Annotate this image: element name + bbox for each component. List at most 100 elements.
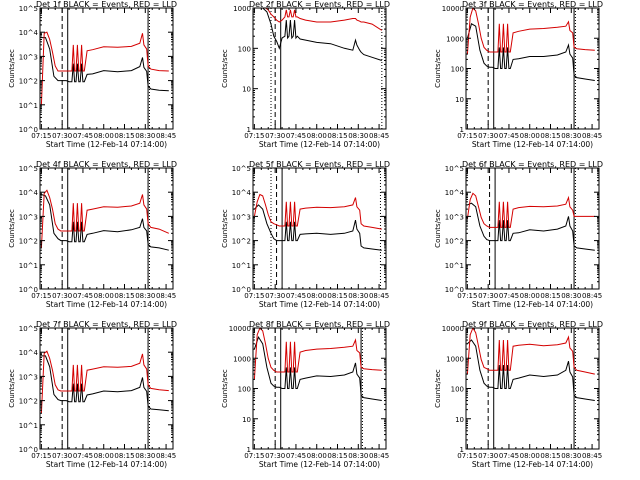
x-tick-label: 07:15 xyxy=(457,292,477,300)
y-tick-label: 10^0 xyxy=(232,286,251,294)
x-tick-label: 07:30 xyxy=(52,292,72,300)
x-axis-label: Start Time (12-Feb-14 07:14:00) xyxy=(46,460,167,469)
series-events-line xyxy=(253,335,382,401)
y-tick-label: 100 xyxy=(451,66,464,74)
x-tick-label: 08:00 xyxy=(307,132,327,140)
panel-title: Det 7f BLACK = Events, RED = LLD xyxy=(36,320,177,329)
x-tick-label: 07:30 xyxy=(478,292,498,300)
series-lld-line xyxy=(466,8,595,55)
x-tick-label: 08:15 xyxy=(540,452,560,460)
x-tick-label: 07:30 xyxy=(52,132,72,140)
x-tick-label: 08:00 xyxy=(94,292,114,300)
y-tick-label: 10^5 xyxy=(19,325,38,333)
x-tick-label: 07:45 xyxy=(73,452,93,460)
plot-frame xyxy=(252,167,387,290)
y-axis-label: Counts/sec xyxy=(221,49,229,88)
y-axis-label: Counts/sec xyxy=(221,209,229,248)
x-tick-label: 07:15 xyxy=(244,452,264,460)
y-tick-label: 100 xyxy=(238,386,251,394)
x-tick-label: 08:30 xyxy=(561,292,581,300)
panel-title: Det 2f BLACK = Events, RED = LLD xyxy=(249,0,390,9)
plot-frame xyxy=(465,7,600,130)
y-tick-label: 1000 xyxy=(233,5,251,13)
x-tick-label: 07:30 xyxy=(265,452,285,460)
y-tick-label: 10 xyxy=(242,416,251,424)
x-tick-label: 08:15 xyxy=(114,292,134,300)
y-tick-label: 100 xyxy=(451,386,464,394)
y-tick-label: 1000 xyxy=(446,35,464,43)
y-tick-label: 10^5 xyxy=(445,165,464,173)
y-tick-label: 1000 xyxy=(233,355,251,363)
series-lld-line xyxy=(40,31,169,105)
y-axis-label: Counts/sec xyxy=(221,369,229,408)
x-tick-label: 08:30 xyxy=(348,292,368,300)
x-axis-label: Start Time (12-Feb-14 07:14:00) xyxy=(46,140,167,149)
y-axis-label: Counts/sec xyxy=(8,49,16,88)
y-tick-label: 10^1 xyxy=(19,262,38,270)
series-lld-line xyxy=(254,8,383,31)
x-tick-label: 08:00 xyxy=(520,452,540,460)
x-tick-label: 07:30 xyxy=(478,452,498,460)
x-tick-label: 08:15 xyxy=(540,132,560,140)
x-tick-label: 07:15 xyxy=(31,132,51,140)
x-tick-label: 08:30 xyxy=(561,452,581,460)
x-axis-label: Start Time (12-Feb-14 07:14:00) xyxy=(472,300,593,309)
x-tick-label: 08:30 xyxy=(135,452,155,460)
y-tick-label: 10^3 xyxy=(445,213,464,221)
x-axis-label: Start Time (12-Feb-14 07:14:00) xyxy=(259,140,380,149)
x-tick-label: 08:15 xyxy=(114,452,134,460)
plot-frame xyxy=(39,167,174,290)
series-lld-line xyxy=(40,350,169,414)
y-axis-label: Counts/sec xyxy=(434,49,442,88)
panel-title: Det 5f BLACK = Events, RED = LLD xyxy=(249,160,390,169)
x-tick-label: 08:30 xyxy=(348,452,368,460)
plot-frame xyxy=(39,327,174,450)
x-tick-label: 08:45 xyxy=(369,452,389,460)
series-events-line xyxy=(41,355,169,412)
x-tick-label: 08:45 xyxy=(582,452,602,460)
y-tick-label: 10000 xyxy=(229,325,251,333)
series-events-line xyxy=(254,8,382,61)
x-tick-label: 08:15 xyxy=(327,292,347,300)
x-tick-label: 08:00 xyxy=(307,452,327,460)
y-tick-label: 10^3 xyxy=(232,213,251,221)
x-tick-label: 08:15 xyxy=(114,132,134,140)
y-axis-label: Counts/sec xyxy=(8,369,16,408)
x-tick-label: 08:15 xyxy=(327,452,347,460)
x-tick-label: 07:45 xyxy=(286,452,306,460)
y-tick-label: 10^0 xyxy=(19,286,38,294)
series-lld-line xyxy=(40,189,169,248)
y-tick-label: 10^2 xyxy=(232,238,251,246)
y-tick-label: 10^5 xyxy=(232,165,251,173)
x-tick-label: 08:45 xyxy=(369,292,389,300)
x-tick-label: 07:45 xyxy=(499,132,519,140)
series-events-line xyxy=(41,194,169,251)
x-tick-label: 08:15 xyxy=(540,292,560,300)
x-tick-label: 08:45 xyxy=(156,132,176,140)
x-tick-label: 08:00 xyxy=(520,292,540,300)
y-tick-label: 1 xyxy=(247,126,251,134)
x-tick-label: 07:30 xyxy=(52,452,72,460)
y-tick-label: 10^4 xyxy=(19,349,39,357)
x-tick-label: 07:15 xyxy=(457,132,477,140)
y-axis-label: Counts/sec xyxy=(8,209,16,248)
series-lld-line xyxy=(253,193,382,230)
panel-title: Det 1f BLACK = Events, RED = LLD xyxy=(36,0,177,9)
y-tick-label: 10^0 xyxy=(445,286,464,294)
x-axis-label: Start Time (12-Feb-14 07:14:00) xyxy=(259,300,380,309)
y-tick-label: 10^2 xyxy=(445,238,464,246)
x-tick-label: 08:45 xyxy=(156,292,176,300)
x-tick-label: 07:30 xyxy=(265,132,285,140)
plot-frame xyxy=(465,327,600,450)
y-axis-label: Counts/sec xyxy=(434,369,442,408)
x-tick-label: 07:30 xyxy=(265,292,285,300)
x-tick-label: 08:30 xyxy=(135,132,155,140)
y-axis-label: Counts/sec xyxy=(434,209,442,248)
x-tick-label: 08:45 xyxy=(369,132,389,140)
y-tick-label: 10^2 xyxy=(19,238,38,246)
